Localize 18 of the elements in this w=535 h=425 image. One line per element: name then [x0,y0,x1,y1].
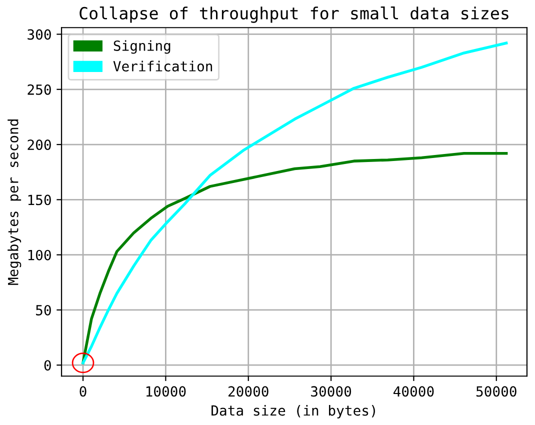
y-tick-label: 250 [28,84,51,95]
y-tick-label: 200 [28,140,51,150]
x-tick-label: 40000 [394,386,434,397]
x-tick-label: 30000 [311,386,352,397]
y-tick-label: 100 [28,250,51,260]
y-tick-label: 0 [44,360,51,371]
x-tick-label: 0 [80,386,86,397]
legend-label: Signing [114,40,170,54]
y-tick-label: 50 [36,304,51,316]
x-axis-title: Data size (in bytes) [212,404,375,418]
y-tick-label: 300 [28,29,51,40]
chart-title: Collapse of throughput for small data sizes [80,6,508,23]
y-tick-label: 150 [28,194,51,206]
legend-label: Verification [113,60,212,72]
x-tick-label: 50000 [476,386,516,397]
x-tick-label: 20000 [228,386,268,397]
y-axis-title: Megabytes per second [8,120,22,285]
x-tick-label: 10000 [146,386,186,397]
